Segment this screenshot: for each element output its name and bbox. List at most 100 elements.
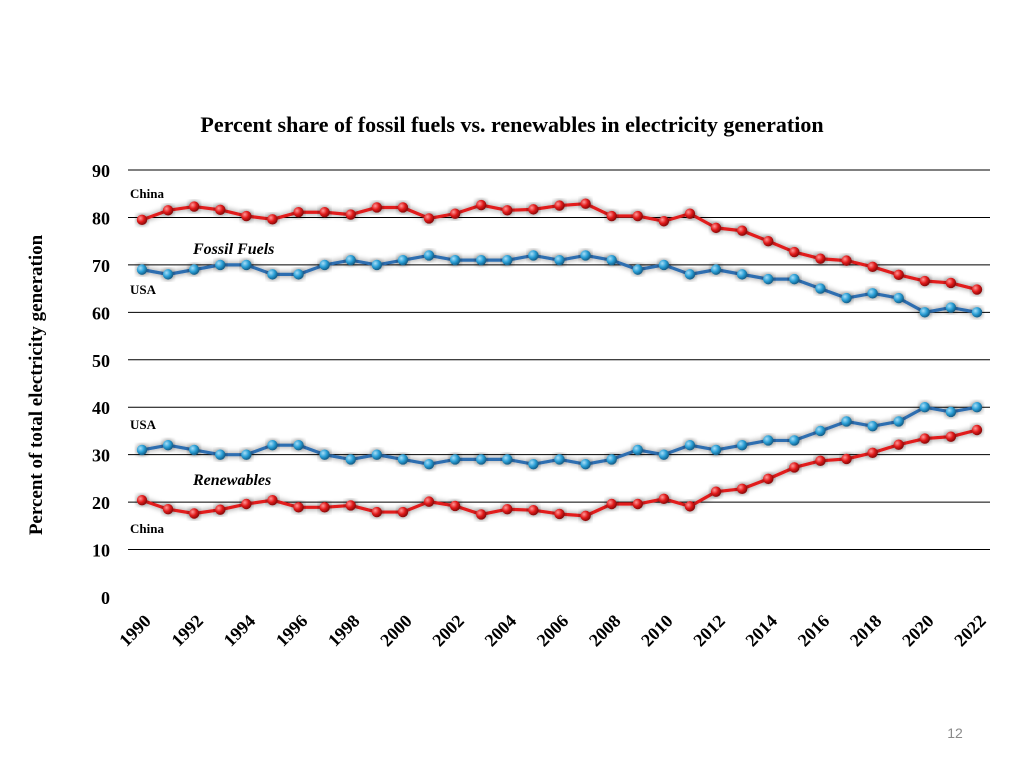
data-point [867, 447, 878, 458]
y-tick-label: 60 [92, 303, 110, 323]
data-point [345, 500, 356, 511]
data-point [397, 254, 409, 266]
data-point [841, 416, 852, 427]
data-point [476, 454, 487, 465]
data-point [632, 444, 643, 456]
data-point [162, 504, 174, 515]
data-point [267, 214, 278, 225]
data-point [528, 204, 539, 215]
data-point [397, 454, 409, 465]
data-point [632, 498, 643, 510]
data-point [528, 504, 539, 516]
x-tick-label: 2016 [794, 611, 834, 651]
data-point [736, 439, 748, 451]
data-point [710, 444, 722, 456]
data-point [319, 207, 330, 218]
y-tick-label: 80 [92, 208, 110, 228]
series-usa-renewables [136, 402, 983, 470]
y-tick-label: 10 [92, 541, 110, 561]
data-point [241, 210, 252, 222]
data-point [684, 439, 696, 451]
x-tick-label: 1996 [272, 611, 312, 651]
series-layer [136, 198, 983, 522]
data-point [215, 259, 226, 271]
data-point [423, 496, 435, 507]
data-point [267, 495, 278, 506]
data-point [476, 199, 487, 211]
data-point [397, 506, 409, 518]
data-point [136, 495, 148, 506]
data-point [345, 454, 356, 465]
data-point [397, 202, 409, 213]
data-point [919, 402, 931, 413]
data-point [449, 454, 461, 465]
data-point [476, 254, 487, 266]
data-point [815, 455, 826, 467]
data-point [319, 449, 330, 460]
x-tick-label: 1998 [324, 611, 364, 651]
x-tick-label: 2000 [376, 611, 416, 651]
y-axis-ticks: 0 10 20 30 40 50 60 70 80 90 [92, 161, 110, 608]
annotation-usa-fossil: USA [130, 282, 157, 297]
x-axis-ticks: 1990 1992 1994 1996 1998 2000 2002 2004 2006 2008… [115, 611, 990, 651]
series-china-fossil-fuels [136, 198, 983, 295]
data-point [632, 210, 643, 222]
data-point [945, 302, 957, 313]
x-tick-label: 2002 [428, 611, 468, 651]
y-tick-label: 30 [92, 446, 110, 466]
y-axis-label: Percent of total electricity generation [26, 234, 47, 535]
data-point [554, 200, 565, 211]
y-tick-label: 70 [92, 256, 110, 276]
data-point [136, 264, 148, 275]
data-point [423, 458, 435, 470]
x-tick-label: 2010 [637, 611, 677, 651]
data-point [188, 264, 200, 275]
data-point [528, 250, 539, 261]
data-point [658, 259, 670, 271]
data-point [789, 246, 800, 258]
data-point [554, 508, 565, 520]
data-point [319, 502, 330, 513]
data-point [606, 254, 617, 266]
data-point [528, 458, 539, 470]
data-point [893, 439, 904, 450]
data-point [736, 269, 748, 280]
gridlines [128, 169, 990, 551]
data-point [945, 431, 957, 442]
data-point [789, 273, 800, 285]
data-point [684, 501, 696, 512]
data-point [919, 275, 931, 287]
data-point [867, 421, 878, 432]
data-point [945, 277, 957, 289]
data-point [710, 222, 722, 234]
annotation-china-renew: China [130, 521, 164, 536]
data-point [188, 508, 200, 519]
data-point [580, 198, 591, 209]
data-point [684, 208, 696, 219]
data-point [841, 292, 852, 304]
data-point [919, 433, 931, 444]
data-point [449, 500, 461, 512]
series-china-renewables [136, 424, 983, 522]
x-tick-label: 1992 [167, 611, 207, 651]
data-point [606, 454, 617, 465]
x-tick-label: 2022 [950, 611, 990, 651]
x-tick-label: 2012 [689, 611, 729, 651]
data-point [449, 254, 461, 266]
data-point [162, 439, 174, 451]
data-point [841, 453, 852, 465]
data-point [267, 439, 278, 451]
data-point [215, 449, 226, 460]
data-point [293, 207, 304, 218]
data-point [293, 269, 304, 280]
x-tick-label: 1990 [115, 611, 155, 651]
x-tick-label: 2008 [585, 611, 625, 651]
y-tick-label: 40 [92, 398, 110, 418]
data-point [763, 435, 774, 446]
data-point [815, 253, 826, 264]
data-point [162, 205, 174, 216]
data-point [554, 454, 565, 465]
data-point [867, 261, 878, 272]
data-point [606, 498, 617, 510]
